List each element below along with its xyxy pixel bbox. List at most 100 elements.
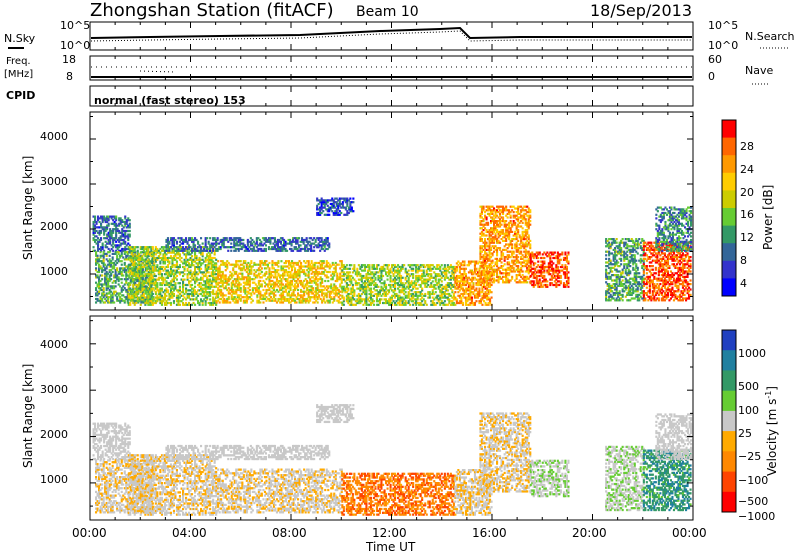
power-cell — [269, 247, 272, 251]
power-cell — [171, 273, 174, 276]
power-cell — [197, 294, 200, 297]
power-cell — [253, 278, 256, 281]
power-cell — [272, 247, 275, 251]
power-cell — [123, 252, 126, 255]
power-cell — [165, 247, 168, 251]
power-cell — [188, 301, 191, 305]
power-cell — [154, 283, 157, 287]
power-cell — [92, 226, 95, 229]
power-cell — [198, 289, 201, 292]
power-cell — [147, 287, 150, 290]
power-cell — [279, 240, 283, 243]
power-cell — [271, 263, 274, 266]
power-cell — [201, 258, 204, 261]
power-cell — [209, 267, 212, 270]
power-cell — [144, 282, 147, 285]
power-cell — [159, 265, 162, 269]
power-cell — [247, 272, 250, 275]
power-cell — [268, 288, 271, 292]
power-cell — [117, 270, 120, 274]
power-cell — [215, 238, 218, 242]
power-cell — [322, 247, 325, 251]
power-cell — [247, 290, 250, 293]
power-cell — [353, 264, 356, 267]
power-cell — [279, 247, 283, 251]
power-cell — [235, 278, 238, 281]
power-cell — [180, 256, 183, 260]
power-cell — [111, 297, 114, 301]
power-cell — [227, 276, 230, 279]
power-cell — [224, 294, 227, 297]
power-cell — [95, 276, 98, 279]
power-cell — [95, 263, 98, 266]
power-cell — [130, 298, 133, 301]
power-cell — [174, 258, 177, 261]
power-cell — [285, 269, 288, 272]
power-cell — [117, 279, 120, 283]
power-cell — [247, 269, 250, 272]
power-cell — [133, 278, 136, 281]
power-cell — [274, 270, 277, 274]
power-cell — [177, 296, 180, 299]
power-cell — [177, 303, 180, 306]
power-cell — [272, 299, 276, 302]
power-cell — [127, 283, 130, 287]
power-cell — [425, 303, 428, 306]
power-cell — [323, 244, 326, 247]
power-cell — [246, 238, 249, 242]
power-cell — [307, 240, 310, 243]
power-cell — [111, 299, 114, 302]
power-cell — [153, 273, 156, 276]
power-cell — [230, 276, 233, 279]
power-cell — [206, 269, 209, 272]
power-cell — [209, 255, 212, 258]
power-cell — [223, 294, 226, 297]
power-cell — [100, 249, 103, 252]
power-cell — [129, 247, 132, 251]
power-cell — [254, 244, 257, 247]
power-cell — [209, 294, 212, 297]
power-cell — [222, 244, 225, 247]
power-cell — [279, 237, 283, 240]
power-cell — [280, 283, 283, 286]
power-cell — [254, 263, 257, 266]
power-cell — [259, 290, 262, 293]
power-cell — [319, 244, 322, 247]
power-cell — [238, 288, 241, 292]
power-cell — [182, 278, 185, 281]
power-cell — [217, 292, 220, 295]
power-cell — [265, 283, 268, 286]
power-cell — [145, 246, 148, 249]
power-cell — [277, 274, 280, 277]
power-cell — [110, 265, 113, 268]
power-cell — [188, 296, 191, 299]
power-cell — [191, 258, 194, 261]
power-cell — [151, 256, 154, 260]
power-cell — [139, 271, 142, 274]
power-cell — [156, 269, 159, 272]
power-cell — [215, 294, 218, 297]
power-cell — [230, 249, 233, 252]
power-cell — [136, 271, 139, 274]
power-cell — [137, 279, 140, 283]
power-cell — [169, 289, 173, 292]
nsearch-tick-top: 10^5 — [708, 19, 738, 32]
power-cell — [250, 269, 253, 272]
power-cell — [175, 265, 179, 269]
power-cell — [220, 278, 223, 281]
power-cell — [168, 294, 171, 297]
power-cell — [136, 296, 139, 299]
power-cell — [175, 242, 179, 245]
power-cell — [147, 249, 150, 252]
power-cell — [210, 264, 213, 267]
power-cell — [185, 240, 188, 243]
power-cell — [133, 287, 136, 290]
power-cell — [165, 253, 168, 256]
power-cell — [129, 301, 132, 305]
power-cell — [145, 260, 148, 263]
power-cell — [266, 263, 270, 266]
power-cell — [172, 276, 176, 279]
power-cell — [282, 267, 285, 270]
power-cell — [239, 283, 242, 286]
power-cell — [171, 260, 174, 263]
